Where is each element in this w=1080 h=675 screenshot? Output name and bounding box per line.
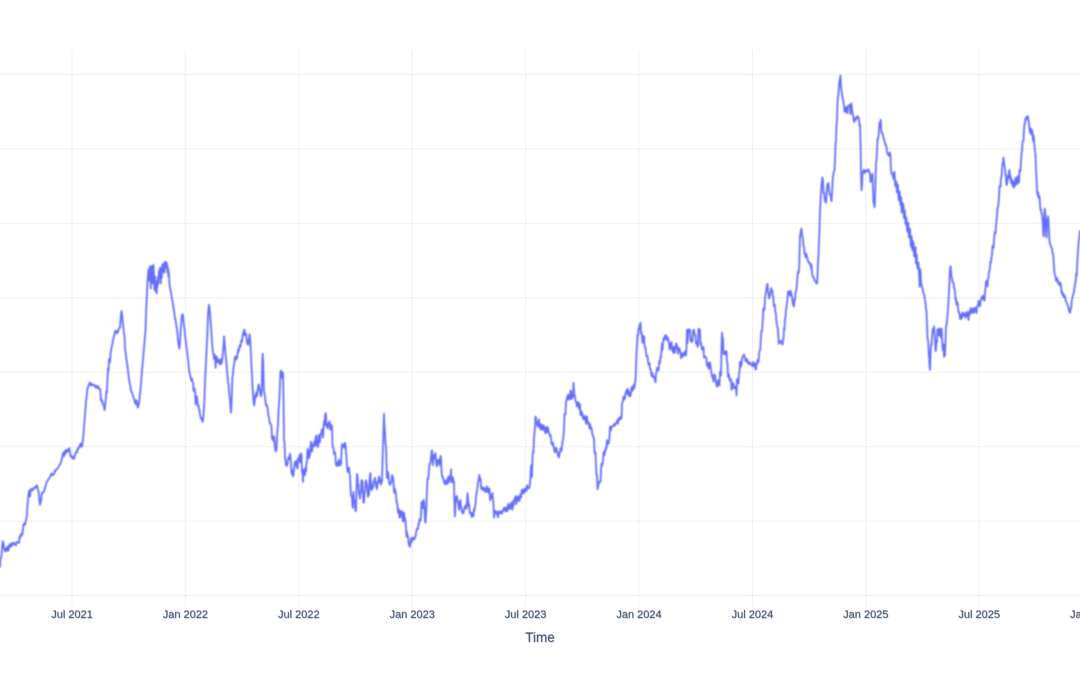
svg-text:Jan 2026: Jan 2026 [1070, 609, 1080, 621]
svg-text:Jan 2024: Jan 2024 [616, 609, 661, 621]
svg-text:Jan 2026: Jan 2026 [1070, 609, 1080, 621]
svg-text:Jan 2025: Jan 2025 [843, 609, 888, 621]
svg-text:Jul 2022: Jul 2022 [278, 609, 320, 621]
svg-text:Jul 2024: Jul 2024 [731, 609, 773, 621]
svg-text:Jan 2025: Jan 2025 [844, 609, 889, 621]
svg-text:Jan 2026: Jan 2026 [1070, 609, 1080, 621]
svg-text:Jul 2021: Jul 2021 [52, 609, 94, 621]
svg-text:Jan 2024: Jan 2024 [616, 609, 661, 621]
svg-text:Jul 2023: Jul 2023 [504, 609, 546, 621]
svg-text:Jul 2021: Jul 2021 [51, 609, 93, 621]
svg-text:Jan 2022: Jan 2022 [162, 609, 207, 621]
svg-text:Jul 2023: Jul 2023 [505, 609, 547, 621]
svg-text:Jan 2023: Jan 2023 [389, 609, 434, 621]
svg-text:Jul 2022: Jul 2022 [278, 609, 320, 621]
svg-text:Jul 2024: Jul 2024 [732, 609, 774, 621]
svg-text:Jan 2022: Jan 2022 [163, 609, 208, 621]
svg-text:Jul 2022: Jul 2022 [278, 609, 320, 621]
svg-text:Time: Time [525, 630, 555, 645]
svg-text:Jan 2023: Jan 2023 [390, 609, 435, 621]
svg-text:Jul 2025: Jul 2025 [959, 609, 1001, 621]
svg-text:Jan 2022: Jan 2022 [163, 609, 208, 621]
svg-text:Jan 2025: Jan 2025 [843, 609, 888, 621]
svg-text:Time: Time [525, 630, 555, 645]
svg-text:Jan 2023: Jan 2023 [390, 609, 435, 621]
svg-text:Jul 2023: Jul 2023 [505, 609, 547, 621]
svg-text:Jul 2024: Jul 2024 [732, 609, 774, 621]
svg-text:Jul 2025: Jul 2025 [958, 609, 1000, 621]
svg-text:Jul 2021: Jul 2021 [51, 609, 93, 621]
svg-text:Time: Time [526, 630, 556, 645]
svg-text:Jan 2024: Jan 2024 [617, 609, 662, 621]
svg-text:Jul 2025: Jul 2025 [958, 609, 1000, 621]
